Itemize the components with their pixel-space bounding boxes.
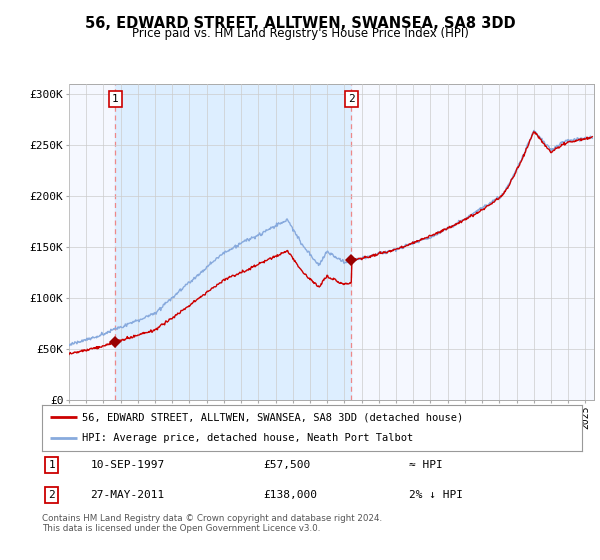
Text: £138,000: £138,000	[263, 490, 317, 500]
Text: 1: 1	[49, 460, 55, 470]
Text: Price paid vs. HM Land Registry's House Price Index (HPI): Price paid vs. HM Land Registry's House …	[131, 27, 469, 40]
Text: Contains HM Land Registry data © Crown copyright and database right 2024.
This d: Contains HM Land Registry data © Crown c…	[42, 514, 382, 534]
Text: 2: 2	[348, 94, 355, 104]
Bar	[115, 84, 351, 400]
Text: ≈ HPI: ≈ HPI	[409, 460, 443, 470]
Text: 1: 1	[112, 94, 119, 104]
Text: £57,500: £57,500	[263, 460, 311, 470]
Text: HPI: Average price, detached house, Neath Port Talbot: HPI: Average price, detached house, Neat…	[83, 433, 414, 444]
Text: 56, EDWARD STREET, ALLTWEN, SWANSEA, SA8 3DD (detached house): 56, EDWARD STREET, ALLTWEN, SWANSEA, SA8…	[83, 412, 464, 422]
Text: 56, EDWARD STREET, ALLTWEN, SWANSEA, SA8 3DD: 56, EDWARD STREET, ALLTWEN, SWANSEA, SA8…	[85, 16, 515, 31]
Text: 10-SEP-1997: 10-SEP-1997	[91, 460, 165, 470]
Text: 2: 2	[49, 490, 55, 500]
Text: 2% ↓ HPI: 2% ↓ HPI	[409, 490, 463, 500]
Text: 27-MAY-2011: 27-MAY-2011	[91, 490, 165, 500]
